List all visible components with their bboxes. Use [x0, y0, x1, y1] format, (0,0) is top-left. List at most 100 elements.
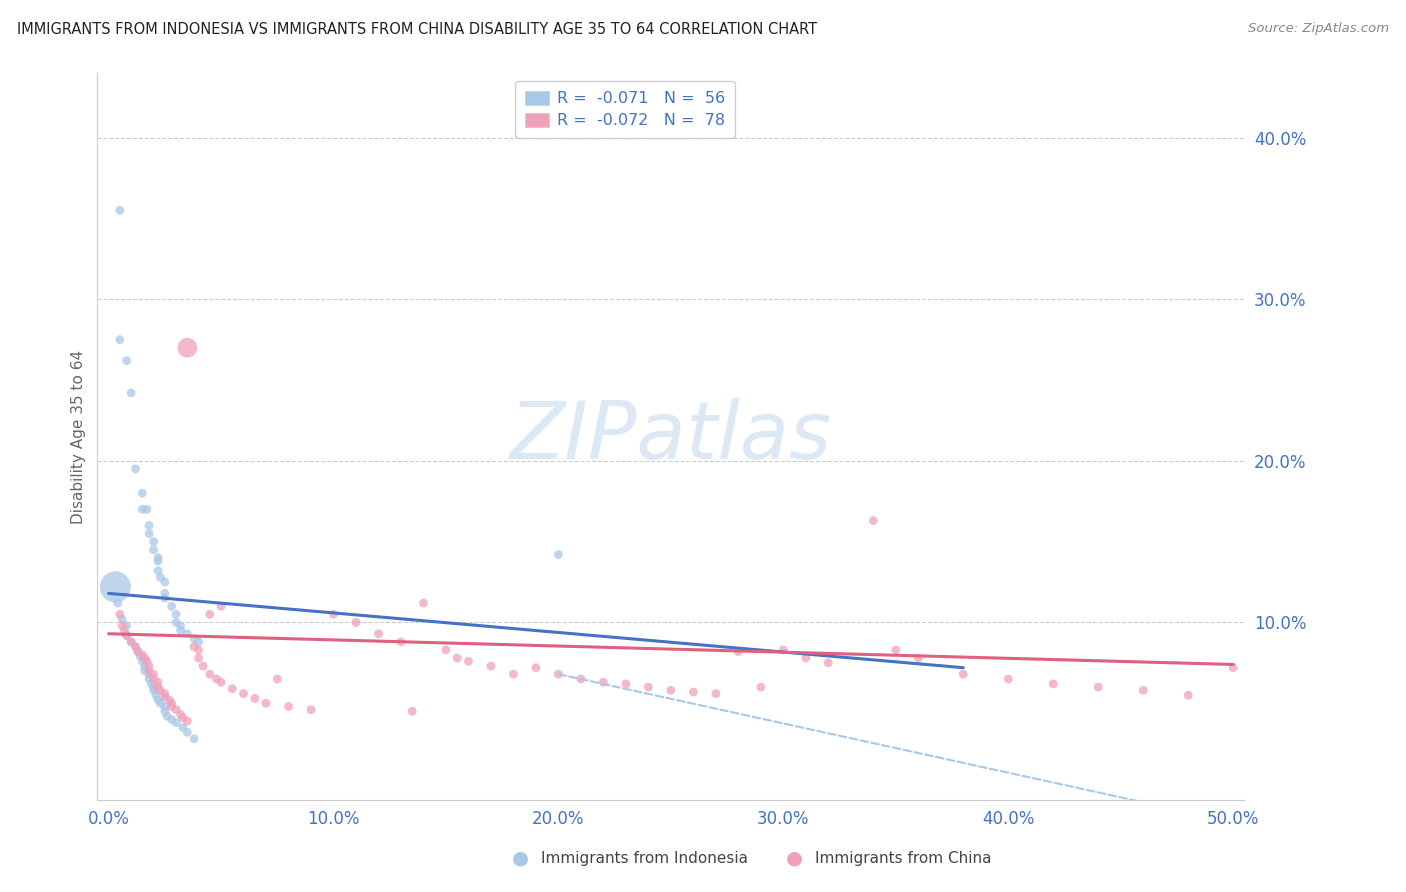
- Point: [165, 703, 187, 717]
- Point: [142, 683, 165, 698]
- Point: [547, 548, 569, 562]
- Text: ZIPatlas: ZIPatlas: [510, 398, 832, 475]
- Point: [138, 518, 160, 533]
- Point: [592, 675, 614, 690]
- Point: [209, 599, 232, 614]
- Point: [401, 704, 423, 718]
- Point: [614, 677, 637, 691]
- Point: [165, 715, 187, 730]
- Point: [138, 667, 160, 681]
- Point: [142, 672, 165, 686]
- Point: [1222, 661, 1244, 675]
- Point: [149, 683, 172, 698]
- Point: [120, 635, 142, 649]
- Point: [160, 599, 183, 614]
- Point: [160, 699, 183, 714]
- Point: [412, 596, 434, 610]
- Point: [183, 731, 205, 746]
- Point: [165, 607, 187, 622]
- Point: [131, 648, 153, 662]
- Point: [221, 681, 243, 696]
- Point: [134, 659, 156, 673]
- Point: [907, 651, 929, 665]
- Point: [124, 640, 146, 654]
- Point: [191, 659, 214, 673]
- Text: IMMIGRANTS FROM INDONESIA VS IMMIGRANTS FROM CHINA DISABILITY AGE 35 TO 64 CORRE: IMMIGRANTS FROM INDONESIA VS IMMIGRANTS …: [17, 22, 817, 37]
- Y-axis label: Disability Age 35 to 64: Disability Age 35 to 64: [72, 350, 86, 524]
- Point: [146, 675, 169, 690]
- Point: [198, 667, 221, 681]
- Point: [749, 680, 772, 694]
- Point: [524, 661, 547, 675]
- Point: [111, 612, 134, 626]
- Point: [127, 644, 149, 658]
- Point: [157, 693, 180, 707]
- Point: [169, 618, 191, 632]
- Point: [277, 699, 299, 714]
- Point: [131, 654, 153, 668]
- Point: [266, 672, 288, 686]
- Point: [704, 687, 727, 701]
- Point: [172, 721, 194, 735]
- Point: [187, 651, 209, 665]
- Point: [127, 644, 149, 658]
- Point: [772, 643, 794, 657]
- Point: [884, 643, 907, 657]
- Point: [153, 591, 176, 606]
- Point: [146, 680, 169, 694]
- Point: [138, 659, 160, 673]
- Point: [135, 502, 157, 516]
- Point: [146, 550, 169, 565]
- Point: [1177, 688, 1199, 702]
- Point: [299, 703, 322, 717]
- Point: [434, 643, 457, 657]
- Point: [367, 626, 389, 640]
- Point: [153, 699, 176, 714]
- Point: [108, 607, 131, 622]
- Point: [160, 713, 183, 727]
- Point: [145, 688, 167, 702]
- Point: [183, 632, 205, 646]
- Point: [131, 502, 153, 516]
- Point: [165, 615, 187, 630]
- Point: [138, 526, 160, 541]
- Point: [146, 693, 169, 707]
- Point: [142, 667, 165, 681]
- Point: [134, 664, 156, 678]
- Point: [134, 651, 156, 665]
- Point: [209, 675, 232, 690]
- Point: [794, 651, 817, 665]
- Text: Immigrants from China: Immigrants from China: [815, 851, 993, 865]
- Point: [569, 672, 592, 686]
- Point: [142, 542, 165, 557]
- Point: [153, 586, 176, 600]
- Point: [120, 386, 142, 401]
- Point: [115, 353, 138, 368]
- Point: [115, 628, 138, 642]
- Point: [446, 651, 468, 665]
- Point: [176, 626, 198, 640]
- Point: [142, 534, 165, 549]
- Point: [176, 341, 198, 355]
- Point: [138, 672, 160, 686]
- Point: [547, 667, 569, 681]
- Point: [997, 672, 1019, 686]
- Point: [176, 714, 198, 728]
- Point: [322, 607, 344, 622]
- Point: [135, 654, 157, 668]
- Text: ●: ●: [512, 848, 529, 868]
- Point: [169, 707, 191, 722]
- Point: [479, 659, 502, 673]
- Point: [169, 624, 191, 638]
- Point: [115, 628, 138, 642]
- Point: [637, 680, 659, 694]
- Point: [153, 575, 176, 590]
- Point: [862, 514, 884, 528]
- Point: [153, 690, 176, 704]
- Point: [112, 624, 135, 638]
- Point: [1132, 683, 1154, 698]
- Point: [138, 664, 160, 678]
- Point: [149, 570, 172, 584]
- Point: [232, 687, 254, 701]
- Point: [172, 711, 194, 725]
